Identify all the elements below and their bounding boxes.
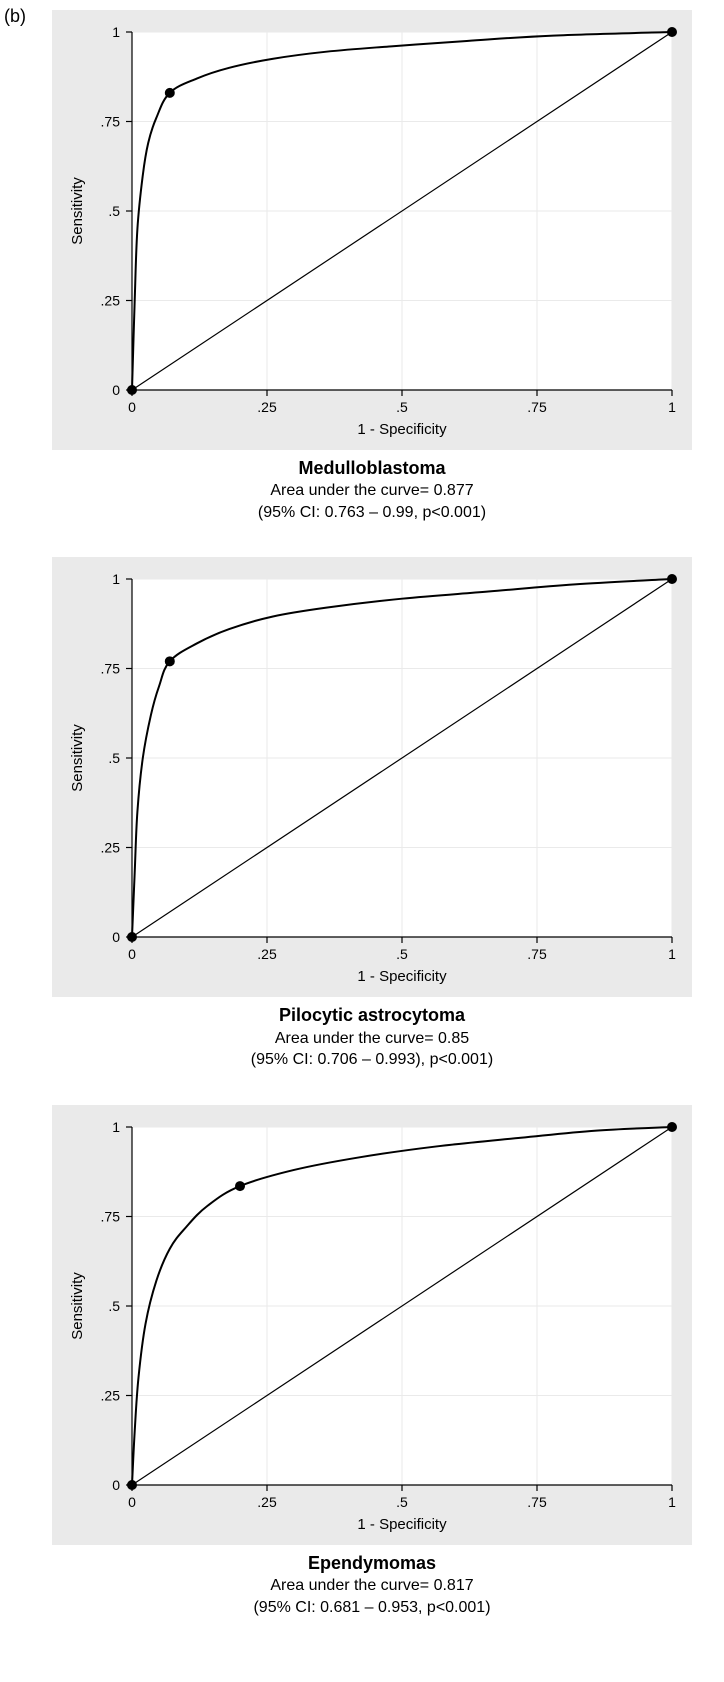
svg-text:.25: .25 [101,1387,121,1403]
svg-text:0: 0 [128,1494,136,1510]
svg-text:1 - Specificity: 1 - Specificity [357,968,447,985]
svg-text:.5: .5 [108,203,120,219]
roc-panel-pilocytic: 0 .25 .5 .75 1 0 .25 .5 .75 1 1 - Specificity Sensi… [40,557,704,1070]
svg-text:1: 1 [668,399,676,415]
svg-text:0: 0 [112,1477,120,1493]
svg-text:0: 0 [128,946,136,962]
svg-text:.75: .75 [527,946,547,962]
svg-text:0: 0 [112,382,120,398]
roc-svg: 0 .25 .5 .75 1 0 .25 .5 .75 1 1 - Specificity Sensi… [52,10,692,450]
svg-text:.75: .75 [101,114,121,130]
roc-title: Medulloblastoma [40,456,704,480]
roc-panel-ependymomas: 0 .25 .5 .75 1 0 .25 .5 .75 1 1 - Specificity Sensi… [40,1105,704,1618]
svg-text:.5: .5 [396,1494,408,1510]
roc-ci-text: (95% CI: 0.681 – 0.953, p<0.001) [40,1597,704,1619]
roc-svg: 0 .25 .5 .75 1 0 .25 .5 .75 1 1 - Specificity Sensi… [52,557,692,997]
svg-text:0: 0 [128,399,136,415]
roc-auc-text: Area under the curve= 0.85 [40,1028,704,1050]
svg-text:1: 1 [668,946,676,962]
svg-text:.25: .25 [101,840,121,856]
svg-text:.5: .5 [396,946,408,962]
svg-text:.25: .25 [257,399,277,415]
figure-page: (b) 0 .25 .5 .75 1 0 .25 .5 .75 1 1 - Specificity S… [0,0,724,1682]
roc-caption: EpendymomasArea under the curve= 0.817(9… [40,1551,704,1618]
svg-text:.5: .5 [396,399,408,415]
svg-text:.5: .5 [108,750,120,766]
roc-panel-medulloblastoma: 0 .25 .5 .75 1 0 .25 .5 .75 1 1 - Specificity Sensi… [40,10,704,523]
roc-auc-text: Area under the curve= 0.877 [40,480,704,502]
svg-text:.75: .75 [527,399,547,415]
roc-title: Ependymomas [40,1551,704,1575]
svg-text:.75: .75 [527,1494,547,1510]
svg-text:.75: .75 [101,661,121,677]
roc-caption: MedulloblastomaArea under the curve= 0.8… [40,456,704,523]
svg-text:Sensitivity: Sensitivity [69,1272,86,1340]
panel-container: 0 .25 .5 .75 1 0 .25 .5 .75 1 1 - Specificity Sensi… [40,10,704,1618]
svg-text:1 - Specificity: 1 - Specificity [357,1516,447,1533]
roc-caption: Pilocytic astrocytomaArea under the curv… [40,1003,704,1070]
roc-plot: 0 .25 .5 .75 1 0 .25 .5 .75 1 1 - Specificity Sensi… [52,10,692,450]
svg-text:Sensitivity: Sensitivity [69,724,86,792]
roc-ci-text: (95% CI: 0.706 – 0.993), p<0.001) [40,1049,704,1071]
svg-text:1: 1 [112,24,120,40]
svg-text:Sensitivity: Sensitivity [69,177,86,245]
svg-text:.25: .25 [101,293,121,309]
svg-text:1: 1 [112,1119,120,1135]
roc-ci-text: (95% CI: 0.763 – 0.99, p<0.001) [40,502,704,524]
svg-text:1 - Specificity: 1 - Specificity [357,421,447,438]
svg-text:1: 1 [112,571,120,587]
roc-svg: 0 .25 .5 .75 1 0 .25 .5 .75 1 1 - Specificity Sensi… [52,1105,692,1545]
svg-text:.75: .75 [101,1208,121,1224]
svg-text:.5: .5 [108,1298,120,1314]
svg-text:1: 1 [668,1494,676,1510]
svg-text:.25: .25 [257,946,277,962]
svg-text:.25: .25 [257,1494,277,1510]
figure-label: (b) [4,6,26,27]
roc-plot: 0 .25 .5 .75 1 0 .25 .5 .75 1 1 - Specificity Sensi… [52,1105,692,1545]
roc-title: Pilocytic astrocytoma [40,1003,704,1027]
svg-text:0: 0 [112,929,120,945]
roc-auc-text: Area under the curve= 0.817 [40,1575,704,1597]
roc-plot: 0 .25 .5 .75 1 0 .25 .5 .75 1 1 - Specificity Sensi… [52,557,692,997]
